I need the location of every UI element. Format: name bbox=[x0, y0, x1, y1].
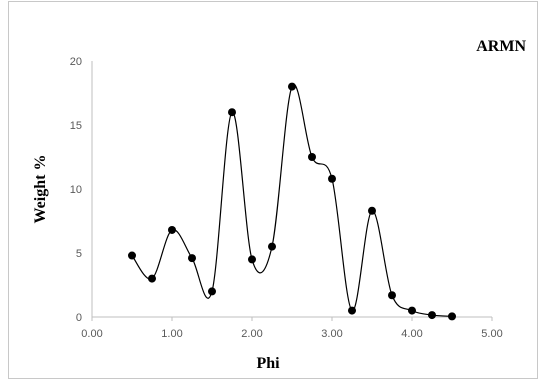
x-tick-label: 1.00 bbox=[161, 328, 182, 340]
x-tick-label: 5.00 bbox=[481, 328, 502, 340]
y-tick-label: 0 bbox=[76, 312, 82, 324]
axes bbox=[91, 61, 493, 321]
x-tick-labels: 0.00 1.00 2.00 3.00 4.00 5.00 bbox=[81, 328, 502, 340]
y-tick-label: 20 bbox=[70, 56, 82, 68]
series bbox=[131, 83, 453, 317]
data-point bbox=[228, 108, 236, 117]
data-point bbox=[328, 174, 336, 183]
data-point bbox=[148, 274, 156, 283]
data-point bbox=[168, 225, 176, 234]
x-tick-label: 0.00 bbox=[81, 328, 102, 340]
series-label: ARMN bbox=[476, 38, 526, 55]
data-point bbox=[408, 306, 416, 315]
data-point bbox=[208, 287, 216, 296]
x-tick-label: 2.00 bbox=[241, 328, 262, 340]
data-point bbox=[388, 291, 396, 300]
data-point bbox=[268, 242, 276, 251]
y-tick-label: 10 bbox=[70, 184, 82, 196]
y-tick-label: 15 bbox=[70, 120, 82, 132]
y-tick-labels: 0 5 10 15 20 bbox=[70, 56, 82, 324]
data-point bbox=[188, 254, 196, 263]
data-point bbox=[348, 306, 356, 315]
y-tick-label: 5 bbox=[76, 248, 82, 260]
y-axis-title: Weight % bbox=[32, 155, 49, 224]
markers bbox=[128, 82, 456, 321]
data-point bbox=[448, 312, 456, 321]
data-point bbox=[248, 255, 256, 264]
x-axis-title: Phi bbox=[256, 355, 280, 372]
series-line bbox=[131, 83, 453, 317]
data-point bbox=[368, 206, 376, 215]
data-point bbox=[128, 251, 136, 260]
data-point bbox=[428, 311, 436, 320]
x-tick-label: 4.00 bbox=[401, 328, 422, 340]
data-point bbox=[288, 82, 296, 91]
x-tick-label: 3.00 bbox=[321, 328, 342, 340]
data-point bbox=[308, 153, 316, 161]
